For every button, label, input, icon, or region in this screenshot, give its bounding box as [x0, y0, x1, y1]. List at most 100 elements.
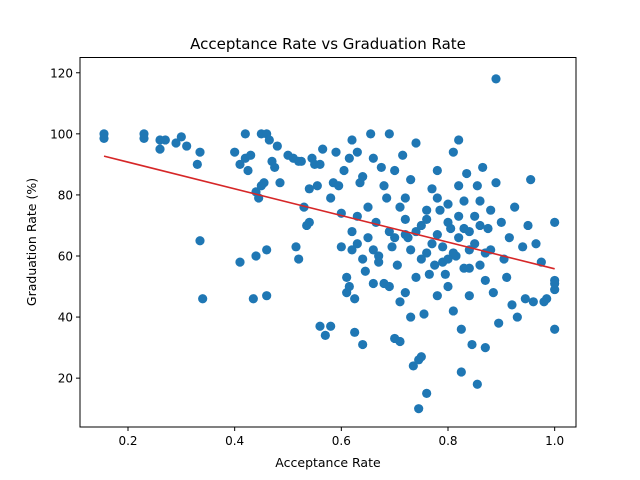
data-point: [510, 202, 520, 212]
data-point: [454, 233, 464, 243]
data-point: [454, 211, 464, 221]
y-axis-label: Graduation Rate (%): [24, 178, 39, 306]
data-point: [272, 141, 282, 151]
data-point: [475, 260, 485, 270]
data-point: [480, 343, 490, 353]
data-point: [467, 339, 477, 350]
data-point: [240, 129, 250, 139]
data-point: [195, 147, 205, 157]
data-point: [502, 272, 512, 282]
data-point: [454, 135, 464, 145]
data-point: [491, 178, 501, 188]
data-point: [344, 153, 354, 163]
data-point: [395, 336, 405, 347]
data-point: [472, 181, 482, 191]
data-point: [520, 294, 530, 304]
data-point: [464, 263, 474, 273]
data-point: [398, 150, 408, 160]
data-point: [475, 196, 485, 206]
plot-frame: [79, 57, 577, 428]
data-point: [264, 135, 274, 145]
data-point: [550, 217, 560, 227]
data-point: [339, 165, 349, 176]
y-tick-label: 100: [50, 127, 73, 141]
data-point: [347, 226, 357, 237]
data-point: [422, 248, 432, 258]
data-point: [491, 74, 501, 84]
data-point: [390, 233, 400, 243]
data-point: [235, 257, 245, 267]
data-point: [384, 226, 394, 237]
data-point: [384, 281, 394, 292]
data-point: [251, 251, 261, 261]
data-point: [355, 178, 365, 188]
data-point: [400, 288, 410, 298]
data-point: [507, 300, 517, 310]
data-point: [526, 175, 536, 185]
data-point: [390, 165, 400, 176]
data-point: [198, 294, 208, 304]
data-point: [523, 220, 533, 231]
data-point: [294, 254, 304, 264]
data-point: [432, 291, 442, 301]
data-point: [416, 352, 426, 362]
data-point: [312, 181, 322, 191]
data-point: [478, 162, 488, 173]
data-point: [368, 245, 378, 255]
data-point: [427, 184, 437, 194]
data-point: [374, 257, 384, 267]
data-point: [406, 312, 416, 322]
data-point: [422, 205, 432, 215]
data-point: [443, 281, 453, 292]
data-point: [432, 193, 442, 203]
data-point: [384, 129, 394, 139]
data-point: [382, 193, 392, 203]
data-point: [334, 181, 344, 191]
data-point: [454, 181, 464, 191]
data-point: [528, 297, 538, 307]
trendline: [103, 155, 555, 270]
data-point: [262, 245, 272, 255]
data-point: [504, 233, 514, 243]
data-point: [416, 254, 426, 264]
data-point: [344, 281, 354, 292]
y-tick-label: 80: [58, 188, 73, 202]
data-point: [475, 220, 485, 231]
data-point: [400, 193, 410, 203]
data-point: [438, 242, 448, 252]
data-point: [448, 248, 458, 258]
data-point: [99, 133, 109, 144]
data-point: [294, 156, 304, 166]
data-point: [494, 318, 504, 328]
data-point: [408, 361, 418, 371]
y-tick-label: 60: [58, 249, 73, 263]
data-point: [248, 294, 258, 304]
data-point: [318, 144, 328, 154]
data-point: [195, 236, 205, 246]
data-point: [443, 217, 453, 227]
data-point: [422, 388, 432, 399]
data-point: [480, 275, 490, 286]
x-axis-label: Acceptance Rate: [275, 455, 381, 470]
data-point: [462, 168, 472, 179]
data-point: [512, 312, 522, 322]
data-point: [392, 260, 402, 270]
data-point: [243, 165, 253, 176]
data-point: [395, 202, 405, 212]
data-point: [358, 254, 368, 264]
data-point: [270, 162, 280, 173]
data-point: [387, 242, 397, 252]
data-point: [542, 294, 552, 304]
data-point: [358, 339, 368, 350]
x-tick-label: 1.0: [545, 434, 564, 448]
data-point: [459, 223, 469, 234]
data-point: [368, 153, 378, 163]
data-point: [139, 133, 149, 144]
y-tick-label: 120: [50, 66, 73, 80]
data-point: [456, 324, 466, 334]
y-axis-ticks: 20 40 60 80 100 120: [50, 66, 80, 386]
x-tick-label: 0.8: [438, 434, 457, 448]
data-point: [182, 141, 192, 151]
data-point: [320, 330, 330, 340]
data-point: [326, 321, 336, 331]
